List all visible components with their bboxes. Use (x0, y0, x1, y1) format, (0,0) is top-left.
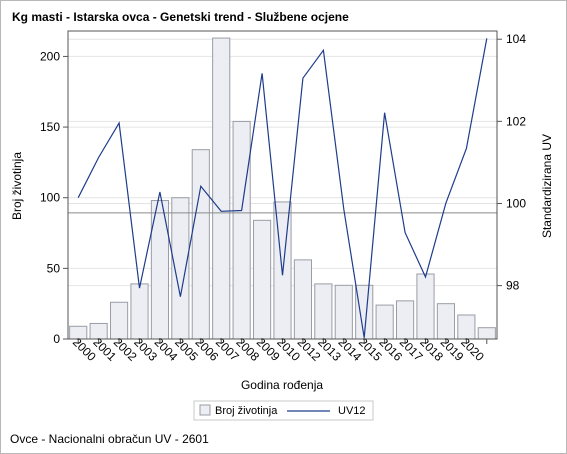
bar (477, 327, 496, 340)
bar (395, 300, 415, 340)
bar-layer (69, 37, 496, 340)
series-line-uv12 (77, 38, 488, 338)
y-tick-label-left: 0 (53, 332, 60, 346)
bar (212, 37, 231, 340)
bar (191, 149, 210, 340)
legend-bar-swatch (199, 404, 211, 416)
x-axis-label: Godina rođenja (241, 378, 323, 392)
y-tick-label-left: 50 (47, 261, 61, 275)
bar (436, 303, 456, 340)
y-tick-label-right: 102 (506, 114, 526, 128)
line-layer (77, 38, 488, 338)
y-tick-label-left: 150 (40, 120, 60, 134)
y-axis-label-left: Broj životinja (10, 152, 24, 220)
chart-title: Kg masti - Istarska ovca - Genetski tren… (12, 10, 349, 24)
y-axis-label-right: Standardizirana UV (540, 134, 554, 238)
y-tick-label-right: 104 (506, 32, 526, 46)
legend-label-bars: Broj životinja (215, 405, 278, 417)
footnote: Ovce - Nacionalni obračun UV - 2601 (10, 432, 209, 446)
bar (375, 304, 394, 340)
bar (416, 273, 435, 340)
legend-box (193, 400, 374, 421)
bar (130, 283, 149, 340)
axis-layer: 0501001502009810010210420002001200220032… (40, 32, 526, 364)
bar (232, 120, 251, 340)
legend-label-line: UV12 (338, 405, 366, 417)
y-tick-label-left: 200 (40, 49, 60, 63)
y-tick-label-left: 100 (40, 191, 60, 205)
bar (252, 219, 272, 340)
bar (293, 259, 313, 340)
legend: Broj životinja UV12 (193, 400, 374, 421)
bar (109, 301, 129, 340)
bar (355, 284, 374, 340)
bar (314, 283, 333, 340)
bar (334, 284, 353, 340)
y-tick-label-right: 98 (506, 279, 520, 293)
y-tick-label-right: 100 (506, 196, 526, 210)
